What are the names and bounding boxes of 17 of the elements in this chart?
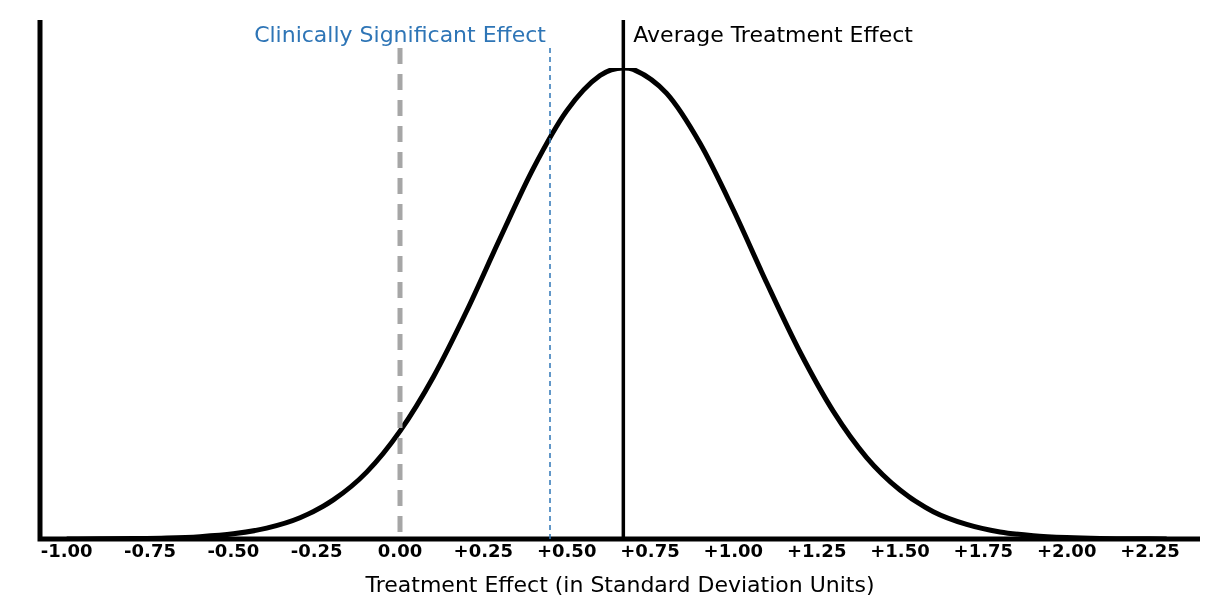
x-tick-label: +1.25 [786,540,847,562]
x-tick-label: -0.50 [207,540,260,562]
x-tick-label: +0.75 [620,540,680,562]
x-tick-label: -0.75 [124,540,176,562]
x-tick-label: +2.00 [1036,540,1097,562]
x-tick-label: +1.75 [953,540,1014,562]
x-tick-label: -1.00 [40,540,93,562]
ref-line-label: Clinically Significant Effect [254,21,547,47]
x-tick-label: +2.25 [1120,540,1180,562]
x-tick-label: -0.25 [290,540,343,562]
x-tick-label: +0.50 [536,540,597,562]
x-tick-label: +1.00 [703,540,764,562]
ref-line-label: Average Treatment Effect [633,21,914,47]
x-axis-title: Treatment Effect (in Standard Deviation Units) [364,571,875,597]
x-tick-label: 0.00 [377,540,423,562]
x-tick-label: +0.25 [453,540,514,562]
x-tick-label: +1.50 [870,540,930,562]
